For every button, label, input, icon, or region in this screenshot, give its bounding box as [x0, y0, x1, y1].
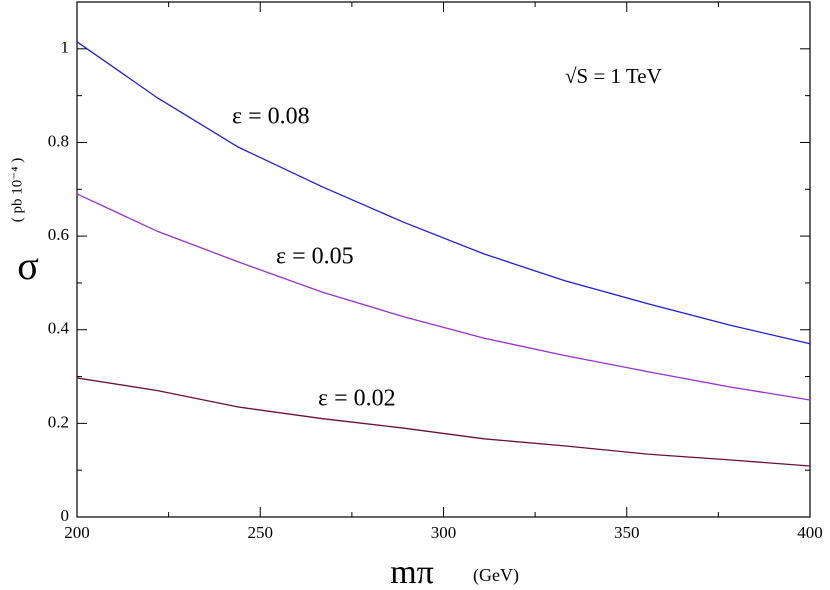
y-tick-label: 0.6	[48, 225, 69, 244]
x-axis-label: mπ	[390, 554, 434, 590]
y-tick-label: 1	[61, 38, 70, 57]
y-tick-label: 0.2	[48, 412, 69, 431]
annotation: ε = 0.02	[318, 386, 396, 412]
y-tick-label: 0.4	[48, 319, 70, 338]
y-axis-label: σ	[17, 243, 39, 288]
annotation: √S = 1 TeV	[565, 64, 662, 88]
series-line	[76, 377, 811, 467]
x-tick-label: 400	[797, 523, 823, 542]
x-axis-unit: (GeV)	[473, 565, 519, 586]
x-tick-label: 200	[64, 523, 90, 542]
series-line	[76, 193, 811, 401]
plot-frame	[76, 1, 811, 518]
x-tick-label: 250	[248, 523, 274, 542]
y-axis-unit: ( pb 10⁻⁴ )	[9, 158, 25, 222]
annotation: ε = 0.08	[232, 104, 310, 130]
x-tick-label: 350	[614, 523, 640, 542]
annotation: ε = 0.05	[276, 244, 354, 270]
x-tick-label: 300	[431, 523, 457, 542]
y-tick-label: 0	[61, 506, 70, 525]
series-line	[76, 41, 811, 345]
y-tick-label: 0.8	[48, 131, 69, 150]
